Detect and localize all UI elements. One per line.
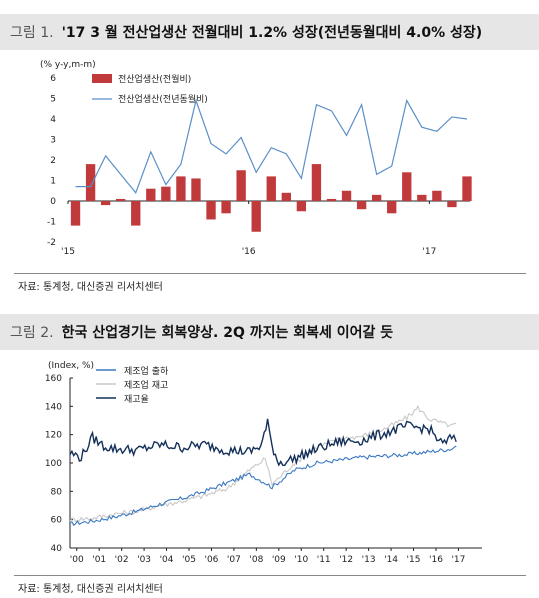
chart1-x-tick-label: '16 [242, 247, 256, 257]
chart2-x-tick-label: '15 [407, 555, 421, 565]
figure2-divider [14, 575, 526, 576]
figure2-title: 한국 산업경기는 회복양상. 2Q 까지는 회복세 이어갈 듯 [61, 325, 394, 341]
chart1-bar [341, 190, 352, 201]
figure1-divider [14, 273, 526, 274]
chart2-x-tick-label: '09 [272, 555, 286, 565]
chart1-legend-bar-label: 전산업생산(전월비) [118, 73, 191, 85]
chart1-bar [356, 201, 367, 210]
chart2-x-tick-label: '04 [160, 555, 174, 565]
chart1-series-line [75, 98, 468, 194]
figure2-source: 자료: 통계청, 대신증권 리서치센터 [18, 584, 163, 595]
chart2-y-tick-label: 60 [51, 516, 63, 526]
chart1-unit-label: (% y-y,m-m) [40, 60, 96, 70]
chart2-legend-label: 제조업 출하 [124, 366, 169, 377]
chart1-bar [311, 164, 322, 201]
figure1-title-bar: 그림 1. '17 3 월 전산업생산 전월대비 1.2% 성장(전년동월대비 … [0, 14, 539, 50]
chart1-bar [131, 201, 141, 226]
chart2: (Index, %) 160 140 120 100 80 60 40 '00 '01 '02 '03… [45, 361, 482, 565]
chart2-x-tick-label: '02 [115, 555, 129, 565]
chart2-y-tick-label: 160 [45, 374, 62, 384]
chart2-x-tick-label: '10 [294, 555, 308, 565]
chart1-bar [251, 201, 261, 232]
chart1-x-tick-label: '15 [61, 247, 75, 257]
chart2-x-tick-label: '03 [137, 555, 151, 565]
chart1-y-tick-label: -2 [47, 238, 56, 248]
chart2-y-tick-label: 80 [51, 487, 63, 497]
chart1-y-tick-label: 1 [50, 177, 56, 187]
chart2-x-tick-label: '00 [70, 555, 84, 565]
chart2-x-tick-label: '13 [362, 555, 376, 565]
chart1: (% y-y,m-m) 6 5 4 3 2 1 0 -1 -2 '15 '16 '17 전산업생산(전월비… [40, 60, 472, 257]
chart2-y-tick-label: 100 [45, 459, 62, 469]
chart1-bar [387, 201, 397, 214]
chart1-bar [176, 176, 186, 201]
chart2-x-tick-label: '08 [249, 555, 263, 565]
chart1-bar [70, 201, 81, 226]
figure1-source: 자료: 통계청, 대신증권 리서치센터 [18, 282, 163, 293]
chart1-bar [236, 170, 246, 201]
chart2-y-tick-label: 40 [51, 544, 63, 554]
chart1-bar [462, 176, 472, 201]
figure2-number: 그림 2. [10, 325, 54, 341]
chart1-bar [221, 201, 231, 214]
chart2-unit-label: (Index, %) [48, 361, 94, 371]
chart1-y-tick-label: 2 [50, 156, 56, 166]
chart1-y-tick-label: -1 [47, 218, 56, 228]
figure2-title-bar: 그림 2. 한국 산업경기는 회복양상. 2Q 까지는 회복세 이어갈 듯 [0, 314, 539, 350]
chart1-bar [296, 201, 307, 212]
chart1-bar [206, 201, 216, 220]
chart1-y-tick-label: 4 [50, 115, 56, 125]
chart2-x-tick-label: '11 [317, 555, 331, 565]
chart1-y-tick-label: 3 [50, 136, 56, 146]
chart1-y-tick-label: 6 [50, 74, 56, 84]
chart1-bar [417, 194, 427, 201]
chart2-y-tick-label: 140 [45, 402, 62, 412]
chart2-legend-label: 재고율 [124, 394, 149, 405]
chart2-x-tick-label: '16 [429, 555, 443, 565]
chart2-x-tick-label: '14 [384, 555, 398, 565]
chart1-bar [85, 164, 96, 201]
figure1-title: '17 3 월 전산업생산 전월대비 1.2% 성장(전년동월대비 4.0% 성… [61, 25, 483, 41]
chart1-bar [100, 201, 111, 206]
chart1-y-tick-label: 0 [50, 197, 56, 207]
chart1-bar [371, 194, 382, 201]
chart2-x-tick-label: '07 [227, 555, 241, 565]
chart1-bar [161, 186, 171, 201]
chart1-bar [116, 198, 126, 201]
chart1-bar [326, 198, 337, 201]
chart2-x-tick-label: '05 [182, 555, 196, 565]
chart1-bar [432, 190, 442, 201]
chart1-bar [146, 188, 156, 201]
chart1-bar [402, 172, 412, 201]
chart1-bar [191, 178, 201, 201]
chart2-legend-label: 제조업 재고 [124, 380, 168, 391]
chart1-bar [266, 176, 276, 201]
chart2-x-tick-label: '01 [92, 555, 106, 565]
figure1-number: 그림 1. [10, 25, 54, 41]
chart1-y-tick-label: 5 [50, 95, 56, 105]
chart2-x-tick-label: '12 [339, 555, 353, 565]
chart2-series-line [69, 445, 457, 527]
chart2-series-line [69, 418, 457, 467]
chart2-x-tick-label: '06 [204, 555, 218, 565]
chart1-bar [281, 192, 291, 201]
chart1-bar [447, 201, 457, 208]
chart1-x-tick-label: '17 [422, 247, 436, 257]
chart2-x-tick-label: '17 [451, 555, 465, 565]
chart2-series-line [69, 404, 457, 523]
chart2-y-tick-label: 120 [45, 431, 62, 441]
chart1-legend-line-label: 전산업생산(전년동월비) [118, 93, 208, 105]
chart1-legend-bar-swatch [92, 74, 112, 83]
